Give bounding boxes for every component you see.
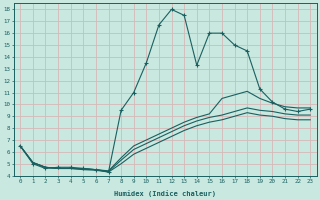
X-axis label: Humidex (Indice chaleur): Humidex (Indice chaleur) [114, 190, 216, 197]
